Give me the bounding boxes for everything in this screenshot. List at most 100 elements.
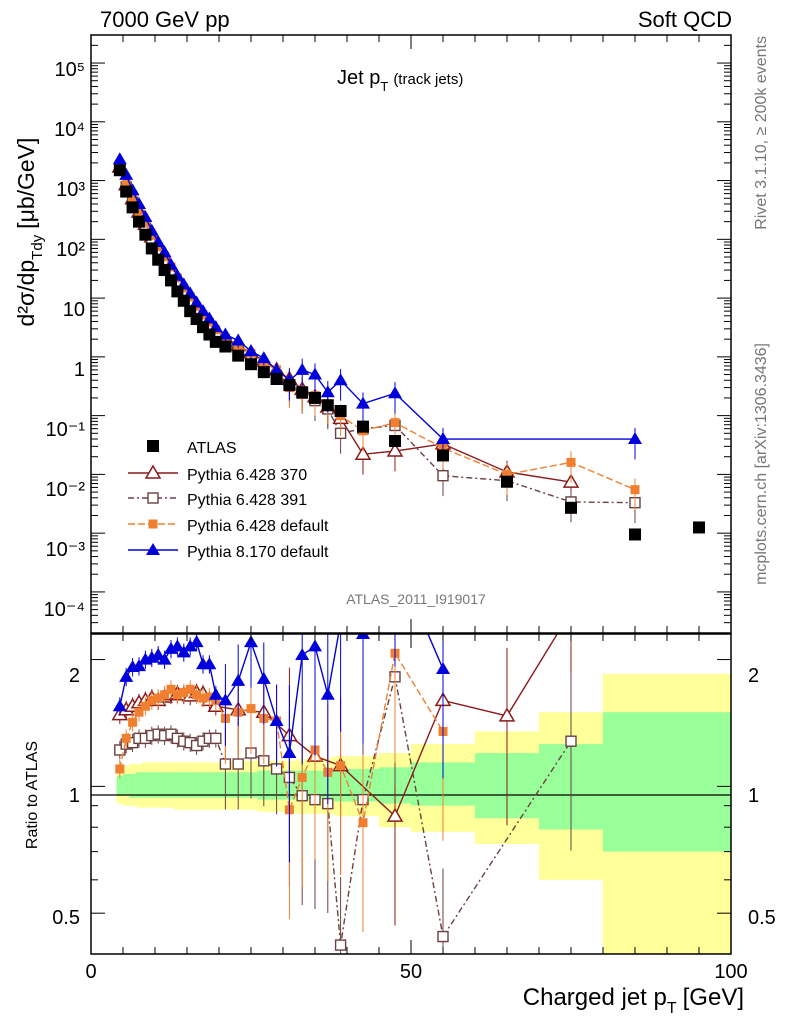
point-pythia-6-428-391 — [437, 470, 449, 482]
ratio-point-pythia-6-428-default — [172, 690, 182, 700]
point-atlas — [629, 528, 641, 541]
point-pythia-6-428-370 — [386, 442, 404, 457]
plot-title-sub: T — [380, 79, 388, 94]
point-atlas — [565, 501, 577, 514]
y-axis-label-top-unit: [μb/GeV] — [13, 138, 39, 229]
point-atlas — [165, 274, 177, 287]
ratio-band-green — [142, 772, 150, 798]
ratio-point-pythia-6-428-391 — [114, 744, 126, 756]
point-pythia-8-170-default — [333, 373, 348, 386]
ratio-point-pythia-8-170-default — [282, 746, 297, 759]
ratio-band-green — [193, 772, 201, 798]
legend-label-atlas: ATLAS — [187, 440, 237, 457]
point-atlas — [357, 420, 369, 433]
ratio-point-pythia-6-428-370 — [564, 605, 578, 617]
ratio-band-green — [212, 772, 220, 798]
ratio-point-pythia-6-428-default — [198, 693, 208, 703]
ratio-plot-series — [111, 605, 578, 954]
ratio-band-green — [161, 772, 169, 798]
ratio-band-green — [187, 772, 194, 798]
ratio-point-pythia-6-428-default — [115, 764, 125, 774]
ratio-band-green — [174, 772, 182, 798]
legend-marker-pythia-6-428-391 — [147, 492, 159, 504]
plot-title-main: Jet p — [337, 67, 380, 89]
ratio-point-pythia-6-428-default — [204, 692, 214, 702]
analysis-id: ATLAS_2011_I919017 — [346, 591, 486, 607]
ratio-point-pythia-6-428-default — [160, 690, 170, 700]
point-atlas — [209, 335, 222, 348]
plot-title: Jet pT (track jets) — [337, 67, 463, 94]
point-pythia-8-170-default — [269, 362, 284, 375]
ratio-point-pythia-8-170-default — [320, 687, 335, 700]
ratio-point-pythia-6-428-391 — [565, 735, 577, 747]
ratio-band-green — [148, 772, 156, 798]
ratio-point-pythia-6-428-default — [140, 701, 150, 711]
point-atlas — [693, 521, 705, 534]
point-pythia-8-170-default — [189, 295, 204, 308]
point-atlas — [152, 253, 165, 266]
y-axis-label-top-sub: Tdy — [29, 234, 46, 260]
point-atlas — [309, 391, 321, 404]
point-atlas — [177, 294, 190, 307]
xtick-0: 0 — [85, 961, 96, 983]
ratio-point-pythia-6-428-391 — [334, 939, 347, 951]
legend-label-py6-391: Pythia 6.428 391 — [187, 492, 307, 509]
x-axis-label-sub: T — [667, 1000, 677, 1017]
point-pythia-6-428-default — [630, 485, 640, 495]
ratio-point-pythia-6-428-default — [297, 772, 307, 782]
ratio-point-pythia-6-428-391 — [210, 732, 222, 745]
point-atlas — [171, 285, 184, 298]
point-atlas — [158, 264, 171, 277]
ratio-point-pythia-6-428-391 — [232, 758, 244, 770]
ratio-point-pythia-8-170-default — [436, 661, 450, 674]
point-atlas — [257, 366, 270, 379]
ratio-point-pythia-6-428-default — [147, 695, 157, 705]
x-axis-label-main: Charged jet p — [523, 984, 667, 1011]
point-atlas — [334, 404, 347, 417]
ratio-band-green — [155, 772, 162, 798]
point-pythia-8-170-default — [628, 432, 642, 445]
point-atlas — [145, 242, 158, 255]
point-pythia-8-170-default — [231, 333, 246, 346]
legend-marker-pythia-8-170-default — [146, 543, 160, 555]
legend-label-py6-default: Pythia 6.428 default — [187, 518, 329, 535]
ratio-point-pythia-8-170-default — [112, 699, 127, 712]
ratio-point-pythia-8-170-default — [269, 713, 284, 726]
point-pythia-6-428-default — [121, 180, 131, 190]
ytick-1e-3: 10⁻³ — [46, 539, 86, 561]
point-atlas — [133, 215, 145, 228]
ytick-1e2: 10² — [56, 239, 85, 261]
ratio-point-pythia-8-170-default — [356, 634, 370, 639]
point-atlas — [120, 185, 133, 198]
point-pythia-6-428-default — [502, 469, 512, 479]
main-plot-series — [111, 152, 705, 541]
ratio-point-pythia-6-428-370 — [498, 707, 516, 722]
point-pythia-6-428-default — [140, 218, 150, 228]
rtick-1-right: 1 — [748, 785, 759, 807]
point-pythia-8-170-default — [356, 396, 370, 409]
point-pythia-8-170-default — [112, 152, 127, 165]
point-atlas — [296, 386, 309, 399]
point-pythia-6-428-default — [128, 193, 138, 203]
y-axis-label-bottom: Ratio to ATLAS — [24, 741, 41, 849]
ratio-point-pythia-8-170-default — [151, 648, 166, 661]
ratio-band-green — [603, 712, 731, 852]
legend-label-py6-370: Pythia 6.428 370 — [187, 467, 307, 484]
legend: ATLAS Pythia 6.428 370 Pythia 6.428 391 … — [128, 440, 329, 561]
mcplots-label: mcplots.cern.ch [arXiv:1306.3436] — [753, 343, 770, 585]
point-atlas — [232, 349, 245, 362]
ratio-band-green — [199, 772, 207, 798]
ratio-point-pythia-8-170-default — [170, 639, 185, 652]
ratio-point-pythia-6-428-default — [358, 818, 368, 828]
ytick-1e3: 10³ — [56, 179, 85, 201]
series-pythia-6-428-370 — [111, 158, 580, 503]
ytick-1: 1 — [74, 359, 85, 381]
point-atlas — [283, 379, 296, 392]
rtick-1-left: 1 — [69, 785, 80, 807]
ratio-band-green — [116, 775, 124, 796]
point-pythia-6-428-default — [390, 418, 400, 428]
ratio-uncertainty-bands — [116, 673, 731, 954]
ytick-1e-2: 10⁻² — [46, 479, 86, 501]
point-atlas — [219, 340, 232, 353]
ratio-point-pythia-8-170-default — [189, 635, 204, 648]
